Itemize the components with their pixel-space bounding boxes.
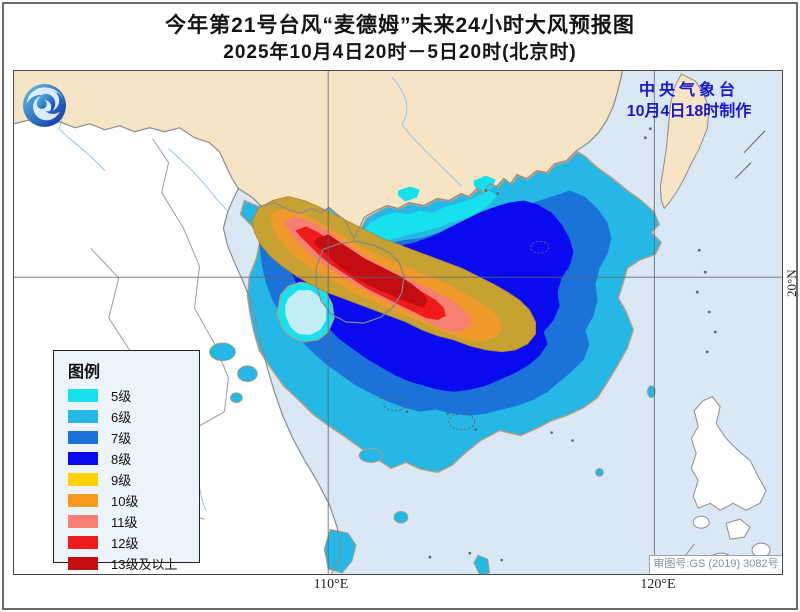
legend-swatch-grade7 bbox=[68, 431, 98, 444]
legend-swatch-grade6 bbox=[68, 410, 98, 423]
coastlines bbox=[14, 71, 623, 574]
agency-issue-time: 10月4日18时制作 bbox=[626, 103, 752, 120]
legend-swatch-grade9 bbox=[68, 473, 98, 486]
legend-item: 7级 bbox=[68, 431, 199, 446]
land-china bbox=[14, 71, 623, 239]
page-subtitle: 2025年10月4日20时－5日20时(北京时) bbox=[223, 42, 577, 63]
wind-zone-grade13 bbox=[314, 234, 428, 309]
legend-swatch-grade11 bbox=[68, 515, 98, 528]
cma-logo-icon bbox=[21, 82, 68, 129]
map-approval-number: 审图号:GS (2019) 3082号 bbox=[649, 555, 782, 574]
legend-item: 12级 bbox=[68, 536, 199, 551]
legend-item-label: 6级 bbox=[111, 410, 132, 425]
legend-item: 8级 bbox=[68, 452, 199, 467]
legend-item: 10级 bbox=[68, 494, 199, 509]
latitude-label-20n: 20°N bbox=[784, 269, 799, 297]
map-canvas bbox=[14, 71, 782, 574]
legend-item-label: 10级 bbox=[111, 494, 139, 509]
agency-name: 中央气象台 bbox=[638, 82, 739, 99]
longitude-label-110e: 110°E bbox=[313, 577, 349, 592]
legend-item-label: 9级 bbox=[111, 473, 132, 488]
map-legend: 图例 5级 6级 7级 8级 9级 10级 11级 12级 13级及以上 bbox=[53, 350, 200, 572]
legend-swatch-grade13 bbox=[68, 557, 98, 570]
wind-patches-grade6 bbox=[209, 342, 656, 574]
legend-swatch-grade12 bbox=[68, 536, 98, 549]
legend-item: 5级 bbox=[68, 389, 199, 404]
wind-fringe-grade5-prd bbox=[473, 175, 496, 192]
legend-item: 11级 bbox=[68, 515, 199, 530]
island-marks bbox=[379, 127, 766, 562]
legend-items: 5级 6级 7级 8级 9级 10级 11级 12级 13级及以上 bbox=[68, 389, 199, 572]
legend-title: 图例 bbox=[68, 364, 101, 381]
legend-item-label: 7级 bbox=[111, 431, 132, 446]
legend-item-label: 8级 bbox=[111, 452, 132, 467]
legend-swatch-grade5 bbox=[68, 389, 98, 402]
legend-item-label: 12级 bbox=[111, 536, 139, 551]
wind-fringe-grade5-east bbox=[398, 186, 420, 202]
wind-field bbox=[209, 150, 663, 574]
longitude-label-120e: 120°E bbox=[640, 577, 676, 592]
legend-swatch-grade8 bbox=[68, 452, 98, 465]
graticule bbox=[14, 71, 782, 574]
agency-caption: 中央气象台 10月4日18时制作 bbox=[598, 80, 780, 122]
legend-item: 9级 bbox=[68, 473, 199, 488]
legend-item-label: 5级 bbox=[111, 389, 132, 404]
legend-item-label: 11级 bbox=[111, 515, 138, 530]
legend-item: 6级 bbox=[68, 410, 199, 425]
legend-swatch-grade10 bbox=[68, 494, 98, 507]
land-taiwan bbox=[659, 73, 710, 210]
legend-item-label: 13级及以上 bbox=[111, 557, 178, 572]
page-title: 今年第21号台风“麦德姆”未来24小时大风预报图 bbox=[165, 14, 635, 37]
forecast-map: 审图号:GS (2019) 3082号 bbox=[13, 70, 783, 575]
legend-item: 13级及以上 bbox=[68, 557, 199, 572]
